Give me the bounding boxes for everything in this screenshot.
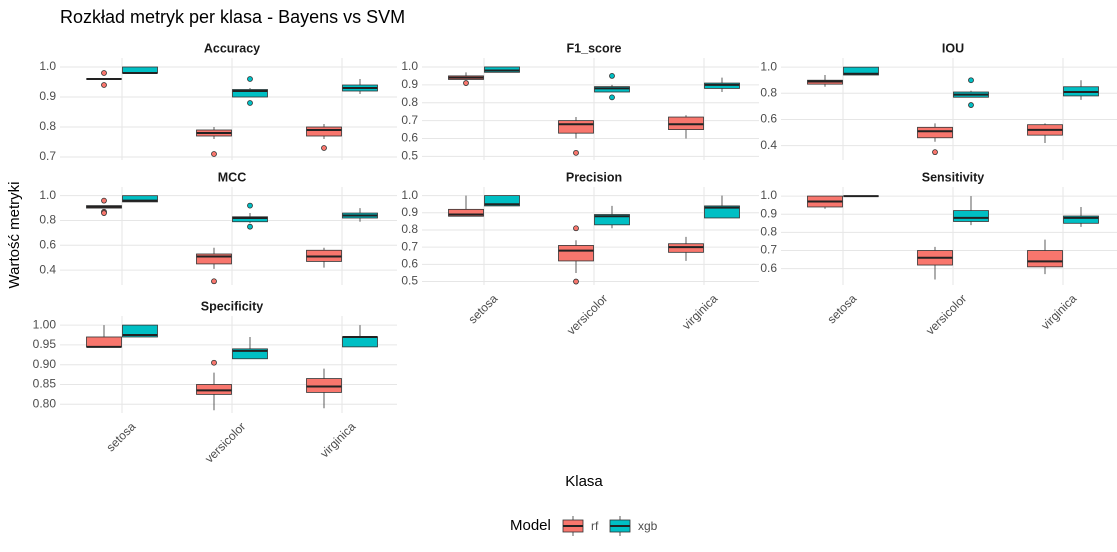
y-tick-label: 0.85 [33, 377, 57, 391]
box [122, 324, 158, 338]
box [484, 195, 520, 207]
legend-label: rf [591, 519, 599, 533]
panel-title: Specificity [201, 299, 264, 313]
box [232, 216, 268, 223]
box [953, 210, 989, 222]
outlier [101, 82, 107, 88]
panel-title: IOU [942, 41, 964, 55]
box [558, 245, 594, 262]
box [843, 66, 879, 76]
outlier [609, 94, 615, 101]
box [122, 195, 158, 203]
x-tick-label: versicolor [923, 291, 969, 337]
outlier [247, 100, 253, 106]
y-tick-label: 1.0 [401, 188, 418, 202]
panel-title: MCC [218, 170, 246, 184]
y-tick-label: 0.7 [401, 113, 418, 127]
y-tick-label: 1.0 [760, 188, 777, 202]
box [917, 126, 953, 139]
panel-title: Accuracy [204, 41, 260, 55]
x-tick-label: setosa [824, 291, 859, 326]
y-tick-label: 0.6 [401, 131, 418, 145]
y-tick-label: 0.7 [39, 149, 56, 163]
y-tick-label: 0.6 [760, 112, 777, 126]
y-tick-label: 0.95 [33, 337, 57, 351]
outlier [932, 149, 938, 156]
panel-title: Sensitivity [922, 170, 985, 184]
y-tick-label: 0.90 [33, 357, 57, 371]
chart-title: Rozkład metryk per klasa - Bayens vs SVM [60, 7, 405, 27]
box [594, 214, 630, 226]
x-tick-label: setosa [103, 419, 138, 454]
y-tick-label: 0.8 [39, 213, 56, 227]
outlier [247, 76, 253, 82]
outlier [247, 223, 253, 230]
y-tick-label: 0.5 [401, 149, 418, 163]
outlier [211, 151, 217, 157]
y-tick-label: 0.8 [760, 85, 777, 99]
outlier [321, 145, 327, 151]
y-tick-label: 0.80 [33, 396, 57, 410]
y-tick-label: 1.00 [33, 317, 57, 331]
outlier [573, 278, 579, 285]
y-tick-label: 0.5 [401, 274, 418, 288]
legend-label: xgb [638, 519, 658, 533]
y-tick-label: 0.4 [39, 262, 56, 276]
box [448, 208, 484, 217]
y-tick-label: 0.6 [760, 261, 777, 275]
y-tick-label: 1.0 [39, 59, 56, 73]
outlier [101, 70, 107, 76]
outlier [211, 359, 217, 366]
y-tick-label: 0.4 [760, 138, 777, 152]
outlier [463, 80, 469, 86]
y-tick-label: 0.7 [401, 239, 418, 253]
x-tick-label: setosa [465, 291, 500, 326]
panel-title: F1_score [567, 41, 622, 55]
box [232, 348, 268, 360]
box [1063, 215, 1099, 224]
y-tick-label: 0.9 [760, 206, 777, 220]
x-tick-label: virginica [679, 291, 720, 332]
y-tick-label: 0.8 [401, 95, 418, 109]
y-tick-label: 0.6 [401, 257, 418, 271]
outlier [573, 149, 579, 156]
x-tick-label: versicolor [202, 419, 248, 465]
x-tick-label: virginica [1038, 291, 1079, 332]
box [342, 336, 378, 348]
y-tick-label: 1.0 [760, 59, 777, 73]
box [558, 120, 594, 134]
legend-title: Model [510, 517, 551, 534]
outlier [247, 202, 253, 209]
box [306, 126, 342, 137]
box [704, 205, 740, 219]
panel-title: Precision [566, 170, 622, 184]
y-tick-label: 0.7 [760, 243, 777, 257]
y-tick-label: 0.8 [39, 119, 56, 133]
outlier [573, 225, 579, 232]
x-tick-label: versicolor [564, 291, 610, 337]
outlier [968, 102, 974, 108]
y-tick-label: 1.0 [39, 188, 56, 202]
box [1027, 250, 1063, 268]
y-tick-label: 0.6 [39, 237, 56, 251]
box [196, 253, 232, 265]
y-tick-label: 0.9 [39, 89, 56, 103]
outlier [968, 77, 974, 84]
box [86, 336, 122, 348]
x-tick-label: virginica [317, 419, 358, 460]
outlier [609, 72, 615, 79]
box [232, 89, 268, 98]
y-tick-label: 0.9 [401, 77, 418, 91]
y-axis-label: Wartość metryki [6, 182, 23, 289]
x-axis-label: Klasa [565, 473, 603, 490]
y-tick-label: 0.9 [401, 205, 418, 219]
y-tick-label: 0.8 [401, 222, 418, 236]
outlier [101, 210, 107, 216]
outlier [211, 278, 217, 285]
y-tick-label: 1.0 [401, 59, 418, 73]
outlier [101, 197, 107, 204]
y-tick-label: 0.8 [760, 225, 777, 239]
